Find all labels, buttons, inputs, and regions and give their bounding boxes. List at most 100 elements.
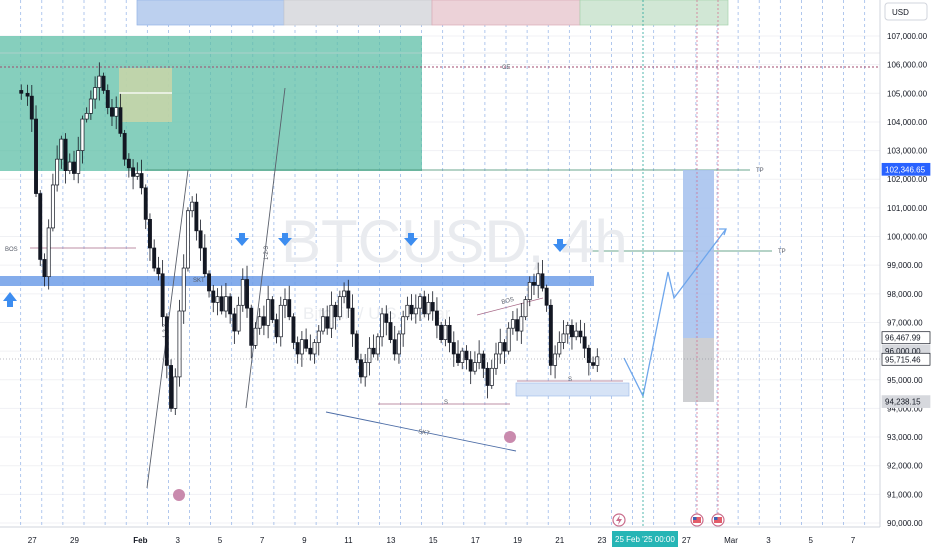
candle-body[interactable] — [223, 296, 228, 312]
candle-body[interactable] — [25, 92, 30, 97]
candle-body[interactable] — [156, 267, 161, 275]
candle-body[interactable] — [367, 347, 372, 363]
candle-body[interactable] — [570, 324, 574, 338]
candle-body[interactable] — [219, 296, 224, 312]
candle-body[interactable] — [337, 296, 342, 318]
candle-body[interactable] — [413, 307, 418, 315]
candle-body[interactable] — [135, 173, 140, 177]
candle-body[interactable] — [401, 316, 406, 335]
candle-body[interactable] — [283, 299, 287, 306]
currency-button[interactable] — [884, 2, 928, 21]
candle-body[interactable] — [177, 310, 182, 378]
candle-body[interactable] — [152, 247, 157, 269]
candle-body[interactable] — [160, 273, 165, 318]
candle-body[interactable] — [190, 201, 195, 212]
candle-body[interactable] — [477, 353, 482, 363]
candle-body[interactable] — [245, 279, 249, 309]
time-axis[interactable] — [0, 527, 880, 550]
candle-body[interactable] — [515, 319, 520, 332]
candle-body[interactable] — [72, 161, 76, 174]
candle-body[interactable] — [287, 299, 292, 318]
candle-body[interactable] — [405, 304, 410, 318]
candle-body[interactable] — [464, 350, 469, 361]
candle-body[interactable] — [312, 342, 317, 355]
candle-body[interactable] — [126, 158, 131, 169]
event-icons[interactable] — [612, 513, 725, 527]
candle-body[interactable] — [164, 316, 169, 366]
candle-body[interactable] — [451, 342, 456, 355]
candle-body[interactable] — [105, 90, 110, 108]
candle-body[interactable] — [434, 310, 439, 326]
candle-body[interactable] — [565, 324, 570, 335]
candle-body[interactable] — [198, 230, 203, 249]
candle-body[interactable] — [173, 376, 178, 409]
candle-body[interactable] — [380, 313, 385, 338]
candle-body[interactable] — [207, 273, 211, 292]
candle-body[interactable] — [19, 90, 24, 94]
candle-body[interactable] — [266, 299, 271, 326]
candles[interactable] — [19, 62, 600, 416]
candle-body[interactable] — [502, 342, 507, 352]
candle-body[interactable] — [375, 336, 380, 355]
candle-body[interactable] — [574, 330, 579, 338]
candle-body[interactable] — [110, 107, 114, 117]
candle-body[interactable] — [29, 95, 34, 120]
candle-body[interactable] — [392, 339, 397, 355]
candle-body[interactable] — [148, 218, 152, 249]
candle-body[interactable] — [447, 324, 452, 343]
candle-body[interactable] — [257, 316, 262, 329]
candle-body[interactable] — [97, 75, 102, 88]
candle-body[interactable] — [169, 365, 174, 409]
candle-body[interactable] — [299, 339, 304, 355]
candle-body[interactable] — [439, 324, 444, 341]
candle-body[interactable] — [426, 302, 431, 315]
candle-body[interactable] — [557, 342, 562, 355]
candle-body[interactable] — [240, 279, 245, 306]
candle-body[interactable] — [510, 319, 515, 329]
candle-body[interactable] — [354, 333, 359, 361]
candle-body[interactable] — [139, 173, 144, 189]
candle-body[interactable] — [118, 107, 123, 134]
candle-body[interactable] — [582, 336, 587, 349]
candle-body[interactable] — [46, 227, 51, 277]
candle-body[interactable] — [321, 316, 325, 332]
candle-body[interactable] — [291, 316, 296, 343]
candle-body[interactable] — [553, 353, 558, 366]
candle-body[interactable] — [194, 201, 199, 232]
candle-body[interactable] — [42, 259, 47, 277]
candle-body[interactable] — [443, 324, 448, 341]
candle-body[interactable] — [295, 342, 300, 355]
candle-body[interactable] — [76, 150, 81, 174]
candle-body[interactable] — [325, 316, 330, 329]
candle-body[interactable] — [359, 359, 363, 378]
candle-body[interactable] — [422, 296, 427, 315]
candle-body[interactable] — [527, 282, 532, 300]
candle-body[interactable] — [333, 304, 338, 318]
candle-body[interactable] — [88, 98, 93, 114]
candle-body[interactable] — [371, 347, 376, 355]
candle-body[interactable] — [561, 333, 566, 343]
candle-body[interactable] — [185, 210, 190, 269]
candle-body[interactable] — [548, 304, 553, 366]
candle-body[interactable] — [346, 290, 351, 309]
candle-body[interactable] — [536, 273, 541, 286]
candle-body[interactable] — [388, 322, 393, 341]
candle-body[interactable] — [236, 304, 241, 332]
candle-body[interactable] — [468, 359, 473, 372]
candle-body[interactable] — [114, 107, 119, 117]
candle-body[interactable] — [485, 367, 490, 386]
candle-body[interactable] — [329, 304, 334, 329]
candle-body[interactable] — [50, 184, 55, 229]
candle-body[interactable] — [304, 339, 309, 349]
candle-body[interactable] — [278, 304, 283, 338]
candle-body[interactable] — [498, 342, 503, 355]
candle-body[interactable] — [460, 350, 465, 363]
candle-body[interactable] — [586, 347, 591, 363]
candle-body[interactable] — [55, 158, 60, 186]
candle-body[interactable] — [544, 287, 549, 306]
candle-body[interactable] — [578, 330, 583, 338]
candle-body[interactable] — [215, 296, 220, 303]
candle-body[interactable] — [59, 138, 64, 160]
candle-body[interactable] — [228, 296, 233, 315]
